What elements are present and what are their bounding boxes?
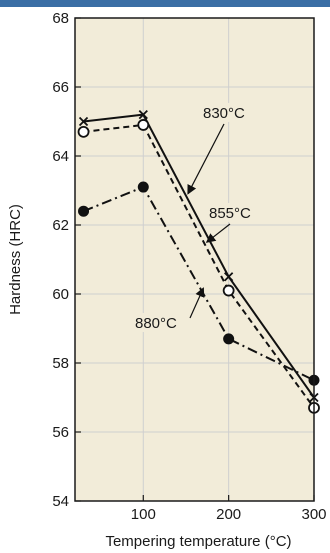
y-axis-title: Hardness (HRC): [7, 204, 24, 315]
y-tick-label: 64: [52, 148, 69, 165]
series-layer: [77, 109, 320, 414]
data-point: [138, 109, 148, 120]
y-tick-label: 60: [52, 286, 69, 303]
series-line-2: [83, 185, 315, 382]
annotation-arrow: [187, 123, 225, 195]
annotation-backdrop: [200, 103, 254, 122]
y-tick-label: 54: [52, 493, 69, 510]
tick-layer: 54 56 58 60 62 64 66 68 100 200 300: [52, 10, 326, 523]
y-tick-label: 68: [52, 10, 69, 27]
x-tick-label: 200: [216, 506, 241, 523]
data-point: [137, 181, 149, 193]
x-tick-label: 100: [131, 506, 156, 523]
annotation-arrow: [205, 223, 231, 243]
annotation-layer: 830°C 855°C 880°C: [132, 103, 260, 332]
x-axis-title: Tempering temperature (°C): [105, 533, 291, 550]
y-tick-label: 56: [52, 424, 69, 441]
header-strip: [0, 0, 330, 7]
x-tick-label: 300: [301, 506, 326, 523]
data-point: [224, 272, 234, 282]
y-tick-label: 66: [52, 79, 69, 96]
data-point: [223, 333, 235, 345]
annotation-label: 830°C: [203, 105, 245, 122]
y-tick-label: 58: [52, 355, 69, 372]
annotation-label: 855°C: [209, 205, 251, 222]
plot-frame: [74, 17, 315, 502]
series-line-1: [83, 123, 315, 409]
series-line-0: [83, 113, 315, 399]
data-point: [78, 116, 89, 127]
plot-area: [75, 18, 314, 501]
annotation-arrow: [189, 287, 205, 319]
data-point: [222, 284, 235, 297]
annotation-backdrop: [206, 203, 260, 222]
data-point: [78, 205, 90, 217]
y-tick-label: 62: [52, 217, 69, 234]
annotation-label: 880°C: [135, 315, 177, 332]
data-point: [77, 125, 90, 138]
annotation-backdrop: [132, 313, 186, 332]
data-point: [137, 119, 150, 131]
